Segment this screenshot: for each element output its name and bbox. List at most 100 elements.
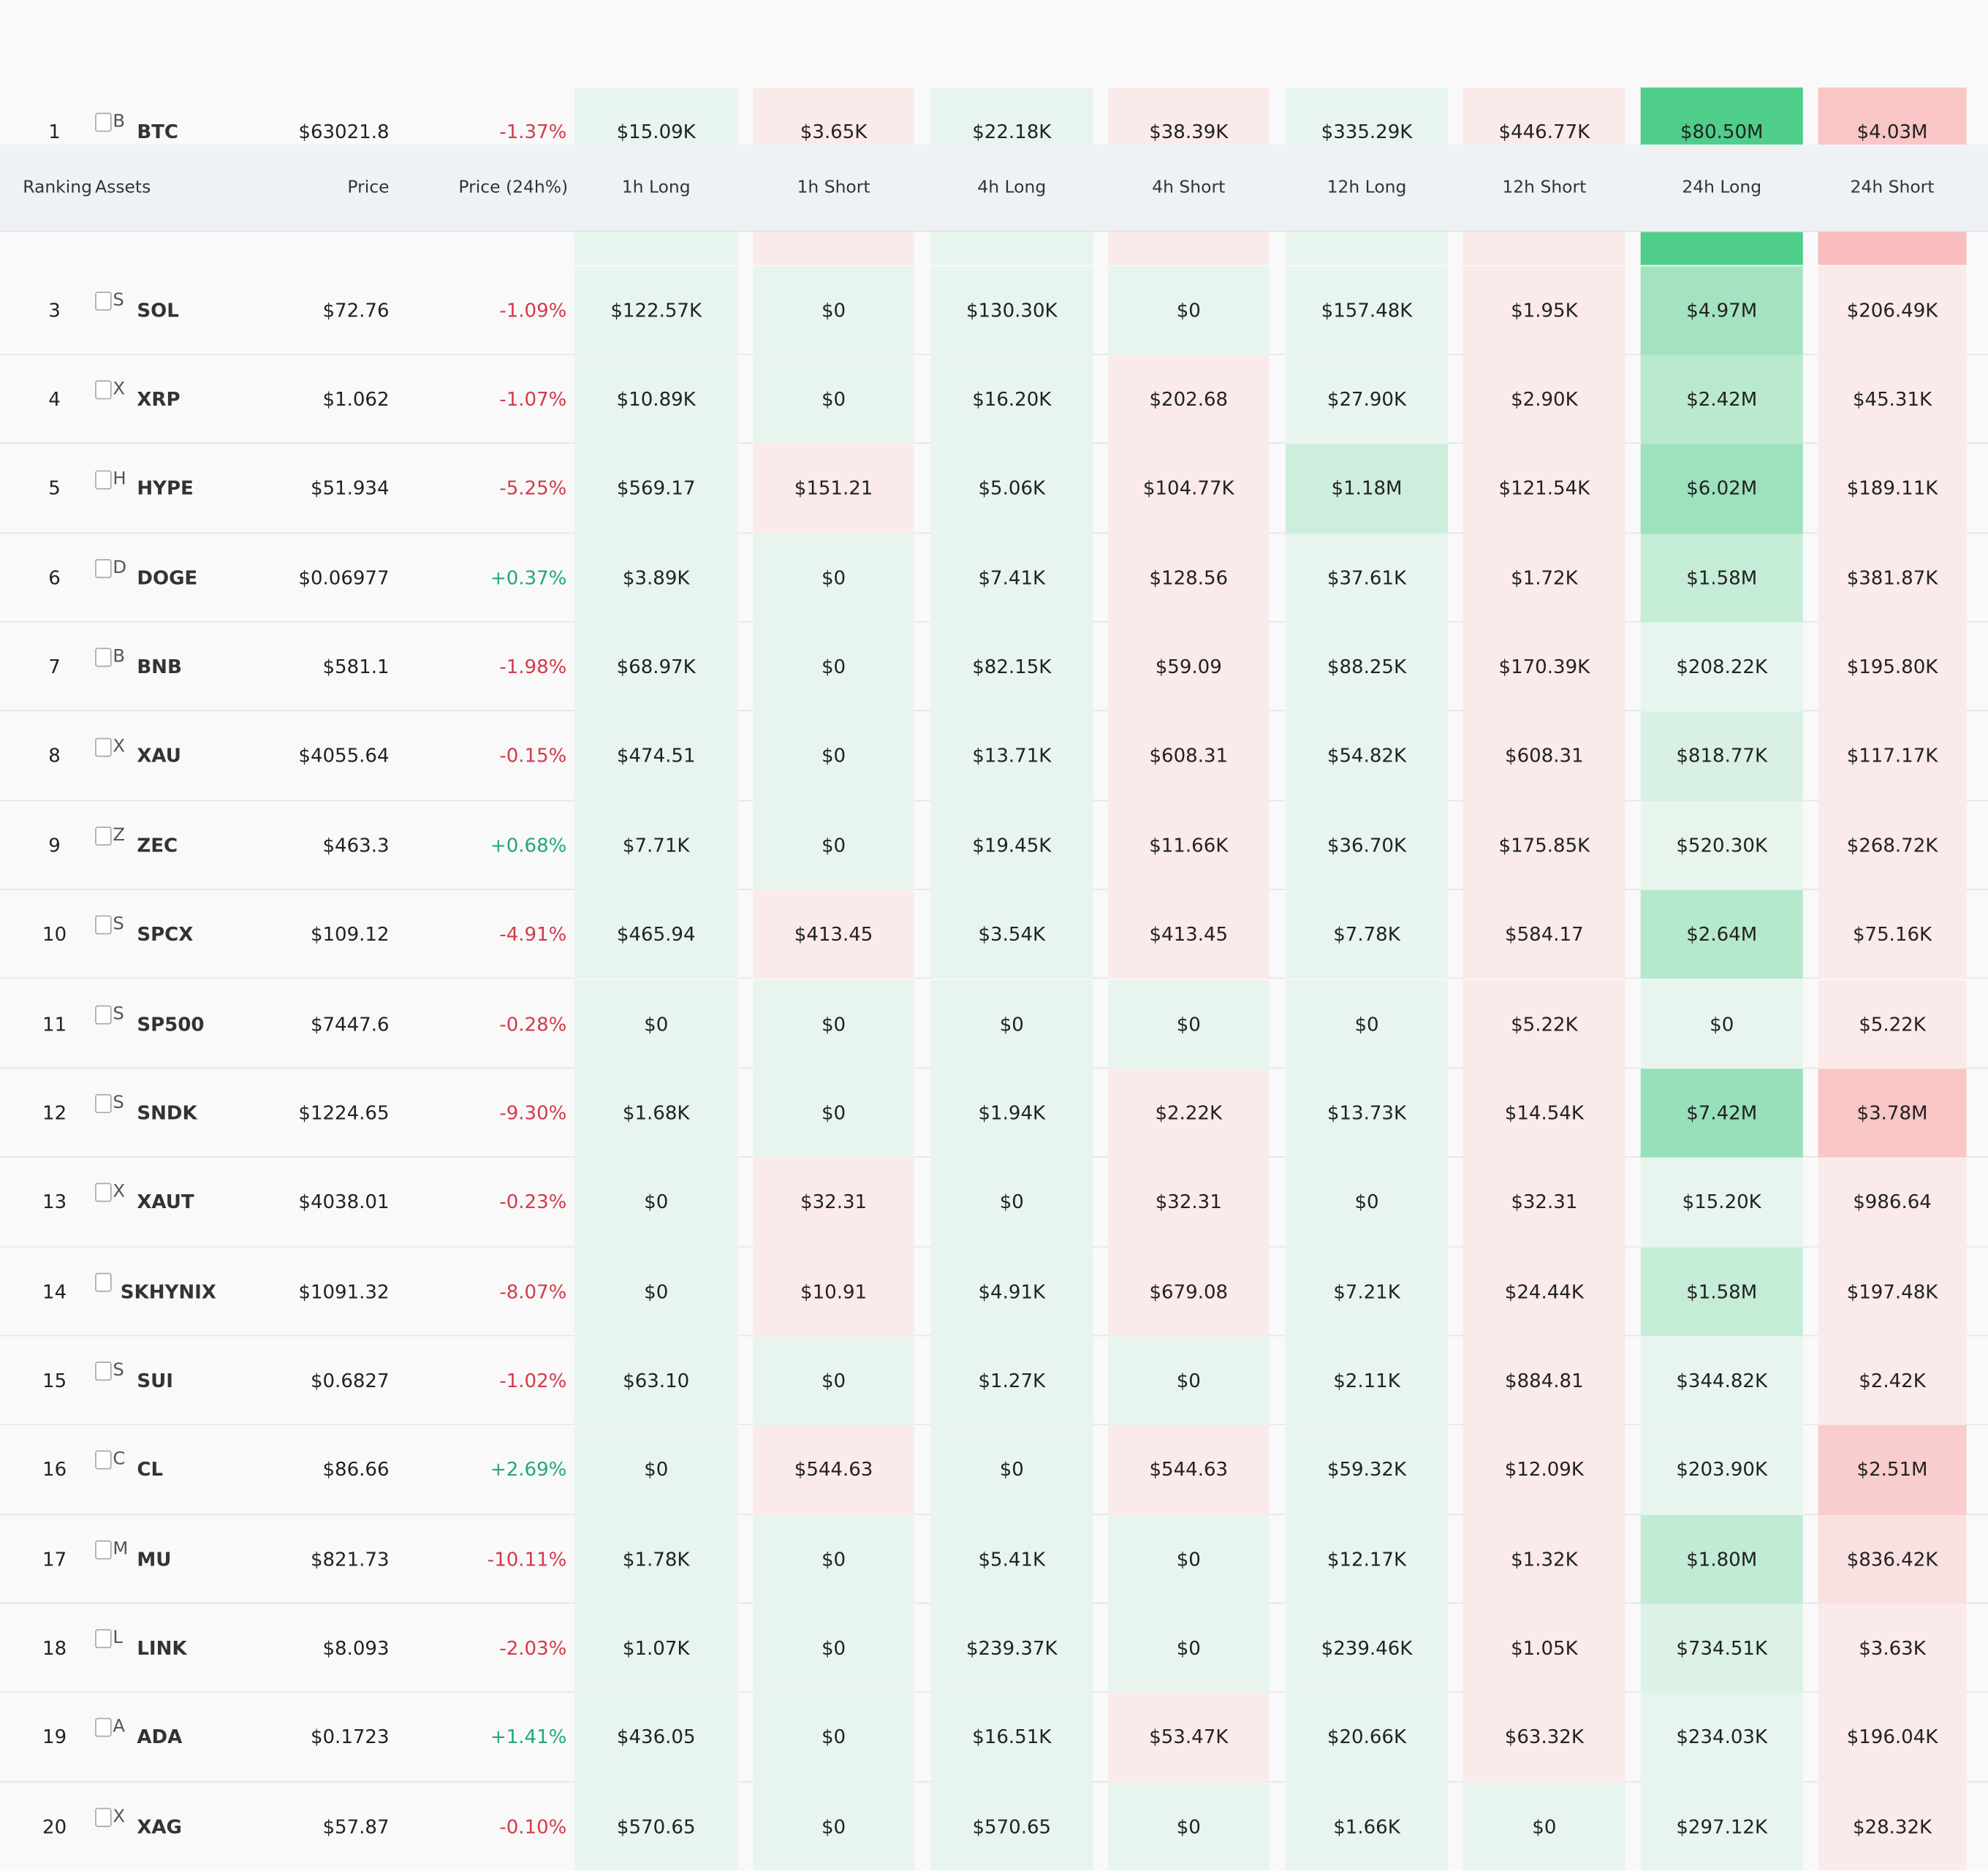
- liquidation-cell: $836.42K: [1818, 1514, 1967, 1604]
- liquidation-cell: $2.22K: [1108, 1069, 1270, 1158]
- liquidation-cell: $544.63: [1108, 1425, 1270, 1515]
- liquidation-cell: $27.90K: [1285, 354, 1449, 444]
- table-row: 14 SKHYNIX $1091.32 -8.07% $0 $10.91 $4.91K $67…: [0, 1247, 1988, 1337]
- table-row: 15 S SUI $0.6827 -1.02% $63.10 $0 $1.27K $0 $2.11…: [0, 1336, 1988, 1426]
- liquidation-cell: $1.58M: [1640, 533, 1803, 623]
- liquidation-cell: $569.17: [574, 444, 738, 534]
- liquidation-cell: $381.87K: [1818, 533, 1967, 623]
- table-row: 5 H HYPE $51.934 -5.25% $569.17 $151.21 $5.06K $…: [0, 444, 1988, 534]
- liquidation-cell: $59.09: [1108, 622, 1270, 712]
- liquidation-cell: $268.72K: [1818, 800, 1967, 890]
- price: $51.934: [310, 477, 390, 501]
- liquidation-cell: $15.20K: [1640, 1158, 1803, 1248]
- icon-alt-text: B: [113, 647, 126, 667]
- icon-alt-text: S: [113, 1360, 124, 1381]
- liquidation-cell: $0: [1108, 1782, 1270, 1870]
- liquidation-cell: $0: [574, 1158, 738, 1248]
- price: $57.87: [322, 1815, 390, 1838]
- liquidation-cell: $818.77K: [1640, 711, 1803, 801]
- asset-icon: [95, 380, 112, 400]
- price-change: -9.30%: [499, 1101, 567, 1125]
- liquidation-cell: $121.54K: [1462, 444, 1625, 534]
- liquidation-cell: $0: [753, 1693, 914, 1783]
- price-change: -1.02%: [499, 1369, 567, 1392]
- liquidation-cell: $175.85K: [1462, 800, 1625, 890]
- column-header: Price: [347, 177, 390, 198]
- liquidation-cell: $679.08: [1108, 1247, 1270, 1337]
- price: $1.062: [322, 387, 390, 411]
- liquidation-cell: $82.15K: [930, 622, 1093, 712]
- liquidation-cell: $37.61K: [1285, 533, 1449, 623]
- table-header: Ranking Assets Price Price (24h%) 1h Long 1h …: [0, 144, 1988, 232]
- asset-icon: [95, 1272, 112, 1292]
- price-change: -0.15%: [499, 745, 567, 768]
- rank: 15: [42, 1369, 67, 1392]
- table-row: 12 S SNDK $1224.65 -9.30% $1.68K $0 $1.94K $2.22…: [0, 1069, 1988, 1158]
- asset-name: SUI: [137, 1369, 173, 1392]
- liquidation-cell: $68.97K: [574, 622, 738, 712]
- liquidation-cell: $0: [753, 800, 914, 890]
- liquidation-cell: $45.31K: [1818, 354, 1967, 444]
- icon-alt-text: A: [113, 1717, 126, 1738]
- liquidation-cell: $24.44K: [1462, 1247, 1625, 1337]
- rank: 13: [42, 1191, 67, 1214]
- liquidation-cell: $197.48K: [1818, 1247, 1967, 1337]
- icon-alt-text: L: [113, 1628, 123, 1649]
- liquidation-cell: $0: [1108, 1336, 1270, 1426]
- asset-name: BTC: [137, 120, 179, 144]
- liquidation-cell: $13.71K: [930, 711, 1093, 801]
- rank: 17: [42, 1547, 67, 1571]
- table-row: 11 S SP500 $7447.6 -0.28% $0 $0 $0 $0 $0 $5.22K $0 $…: [0, 979, 1988, 1069]
- liquidation-cell: $1.18M: [1285, 444, 1449, 534]
- liquidation-cell: $7.41K: [930, 533, 1093, 623]
- price: $1091.32: [298, 1280, 390, 1303]
- liquidation-cell: $608.31: [1462, 711, 1625, 801]
- liquidation-cell: $157.48K: [1285, 265, 1449, 355]
- liquidation-cell: $1.32K: [1462, 1514, 1625, 1604]
- liquidation-cell: $0: [574, 1425, 738, 1515]
- liquidation-cell: $0: [753, 1604, 914, 1693]
- liquidation-cell: $54.82K: [1285, 711, 1449, 801]
- price-change: -1.07%: [499, 387, 567, 411]
- liquidation-cell: $3.78M: [1818, 1069, 1967, 1158]
- asset-name: XAUT: [137, 1191, 194, 1214]
- rank: 19: [42, 1726, 67, 1749]
- liquidation-cell: $122.57K: [574, 265, 738, 355]
- liquidation-cell: $3.63K: [1818, 1604, 1967, 1693]
- liquidation-cell: $884.81: [1462, 1336, 1625, 1426]
- price-change: -5.25%: [499, 477, 567, 501]
- liquidation-cell: $32.31: [1108, 1158, 1270, 1248]
- liquidation-cell: $608.31: [1108, 711, 1270, 801]
- liquidation-cell: $0: [1462, 1782, 1625, 1870]
- icon-alt-text: X: [113, 1806, 126, 1827]
- liquidation-cell: $1.68K: [574, 1069, 738, 1158]
- asset-icon: [95, 1807, 112, 1827]
- liquidation-cell: $5.06K: [930, 444, 1093, 534]
- column-header: 24h Short: [1850, 177, 1935, 198]
- liquidation-cell: $13.73K: [1285, 1069, 1449, 1158]
- price: $7447.6: [310, 1012, 390, 1036]
- liquidation-cell: $3.54K: [930, 889, 1093, 980]
- liquidation-cell: $0: [1108, 1604, 1270, 1693]
- icon-alt-text: S: [113, 914, 124, 936]
- liquidation-cell: $7.78K: [1285, 889, 1449, 980]
- column-header: 4h Long: [977, 177, 1047, 198]
- liquidation-cell: $20.66K: [1285, 1693, 1449, 1783]
- liquidation-cell: $0: [1108, 1514, 1270, 1604]
- liquidation-cell: $0: [753, 1782, 914, 1870]
- asset-name: XRP: [137, 387, 181, 411]
- column-header: Assets: [95, 177, 151, 198]
- rank: 18: [42, 1636, 67, 1660]
- asset-name: LINK: [137, 1636, 187, 1660]
- liquidation-cell: $0: [753, 354, 914, 444]
- liquidation-cell: $0: [1285, 1158, 1449, 1248]
- liquidation-cell: $344.82K: [1640, 1336, 1803, 1426]
- liquidation-cell: $7.21K: [1285, 1247, 1449, 1337]
- price-change: -4.91%: [499, 923, 567, 946]
- liquidation-cell: $1.72K: [1462, 533, 1625, 623]
- asset-icon: [95, 1183, 112, 1203]
- liquidation-cell: $2.90K: [1462, 354, 1625, 444]
- liquidation-cell: $5.41K: [930, 1514, 1093, 1604]
- liquidation-cell: $297.12K: [1640, 1782, 1803, 1870]
- asset-name: CL: [137, 1458, 164, 1481]
